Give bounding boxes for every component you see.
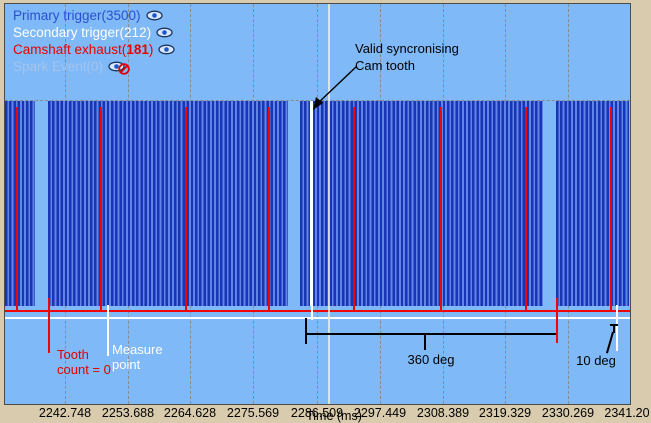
primary-trigger-teeth	[5, 101, 35, 306]
deg10-label: 10 deg	[576, 353, 616, 368]
valid-sync-line2: Cam tooth	[355, 58, 415, 73]
visibility-eye-icon[interactable]	[158, 44, 175, 55]
spark-baseline	[5, 317, 630, 319]
x-axis-tick-label: 2297.449	[353, 406, 407, 420]
camshaft-exhaust-pulse	[525, 107, 527, 312]
camshaft-exhaust-pulse	[185, 107, 187, 312]
camshaft-exhaust-pulse	[440, 107, 442, 312]
measure-point-line1: Measure	[112, 342, 163, 357]
deg10-leader-line	[605, 331, 614, 354]
x-axis-tick-label: 2264.628	[163, 406, 217, 420]
tooth-count-annotation: Tooth count = 0	[57, 347, 111, 377]
legend-item-camshaft-exhaust[interactable]: Camshaft exhaust( 181 )	[13, 41, 175, 58]
camshaft-exhaust-pulse	[268, 107, 270, 312]
legend-item-spark-event[interactable]: Spark Event(0)	[13, 58, 175, 75]
primary-trigger-teeth	[556, 101, 629, 306]
x-axis-tick-label: 2330.269	[541, 406, 595, 420]
legend-label: Secondary trigger(212)	[13, 25, 152, 40]
camshaft-exhaust-pulse	[353, 107, 355, 312]
deg360-left-tick	[305, 318, 307, 344]
legend-label: Primary trigger(3500)	[13, 8, 141, 23]
deg360-mid-tick	[424, 333, 426, 350]
visibility-eye-blocked-icon[interactable]	[108, 61, 130, 75]
deg10-tick	[613, 324, 615, 333]
tooth-count-line2: count = 0	[57, 362, 111, 377]
legend-label-close: )	[148, 42, 154, 57]
visibility-eye-icon[interactable]	[156, 27, 173, 38]
valid-sync-tooth-stub	[311, 306, 313, 320]
measure-point-line	[107, 305, 109, 356]
legend-count-value: 181	[126, 42, 149, 57]
channel-legend: Primary trigger(3500) Secondary trigger(2…	[13, 7, 175, 75]
legend-label: Spark Event(0)	[13, 59, 104, 74]
deg360-bracket-line	[305, 333, 556, 335]
measure-point-annotation: Measure point	[112, 342, 163, 372]
cam-baseline	[5, 310, 630, 312]
x-axis-tick-label: 2308.389	[416, 406, 470, 420]
x-axis-tick-label: 2286.509	[290, 406, 344, 420]
x-axis-title: Time (ms)	[306, 409, 362, 423]
legend-item-secondary-trigger[interactable]: Secondary trigger(212)	[13, 24, 175, 41]
x-axis-tick-label: 2275.569	[226, 406, 280, 420]
x-axis-tick-label: 2319.329	[478, 406, 532, 420]
primary-trigger-teeth	[48, 101, 288, 306]
camshaft-exhaust-pulse	[16, 107, 18, 312]
tooth-zero-marker	[556, 298, 558, 343]
x-axis-tick-label: 2341.20	[604, 406, 650, 420]
measure-point-line2: point	[112, 357, 141, 372]
cursor-line[interactable]	[328, 4, 330, 404]
primary-trigger-teeth	[300, 101, 543, 306]
legend-item-primary-trigger[interactable]: Primary trigger(3500)	[13, 7, 175, 24]
camshaft-exhaust-pulse	[100, 107, 102, 312]
tooth-zero-marker	[48, 298, 50, 353]
camshaft-exhaust-pulse	[610, 107, 612, 312]
valid-sync-annotation: Valid syncronising Cam tooth	[355, 40, 459, 74]
valid-sync-tooth	[310, 101, 313, 306]
valid-sync-line1: Valid syncronising	[355, 41, 459, 56]
x-axis-tick-label: 2253.688	[101, 406, 155, 420]
valid-sync-arrow	[313, 65, 358, 110]
waveform-plot[interactable]: 360 deg 10 deg Tooth count = 0 Measure p…	[4, 3, 631, 405]
deg360-label: 360 deg	[407, 352, 455, 367]
deg10-white-line	[616, 305, 618, 351]
tooth-count-line1: Tooth	[57, 347, 89, 362]
x-axis-tick-label: 2242.748	[38, 406, 92, 420]
legend-label: Camshaft exhaust(	[13, 42, 127, 57]
visibility-eye-icon[interactable]	[145, 10, 163, 21]
